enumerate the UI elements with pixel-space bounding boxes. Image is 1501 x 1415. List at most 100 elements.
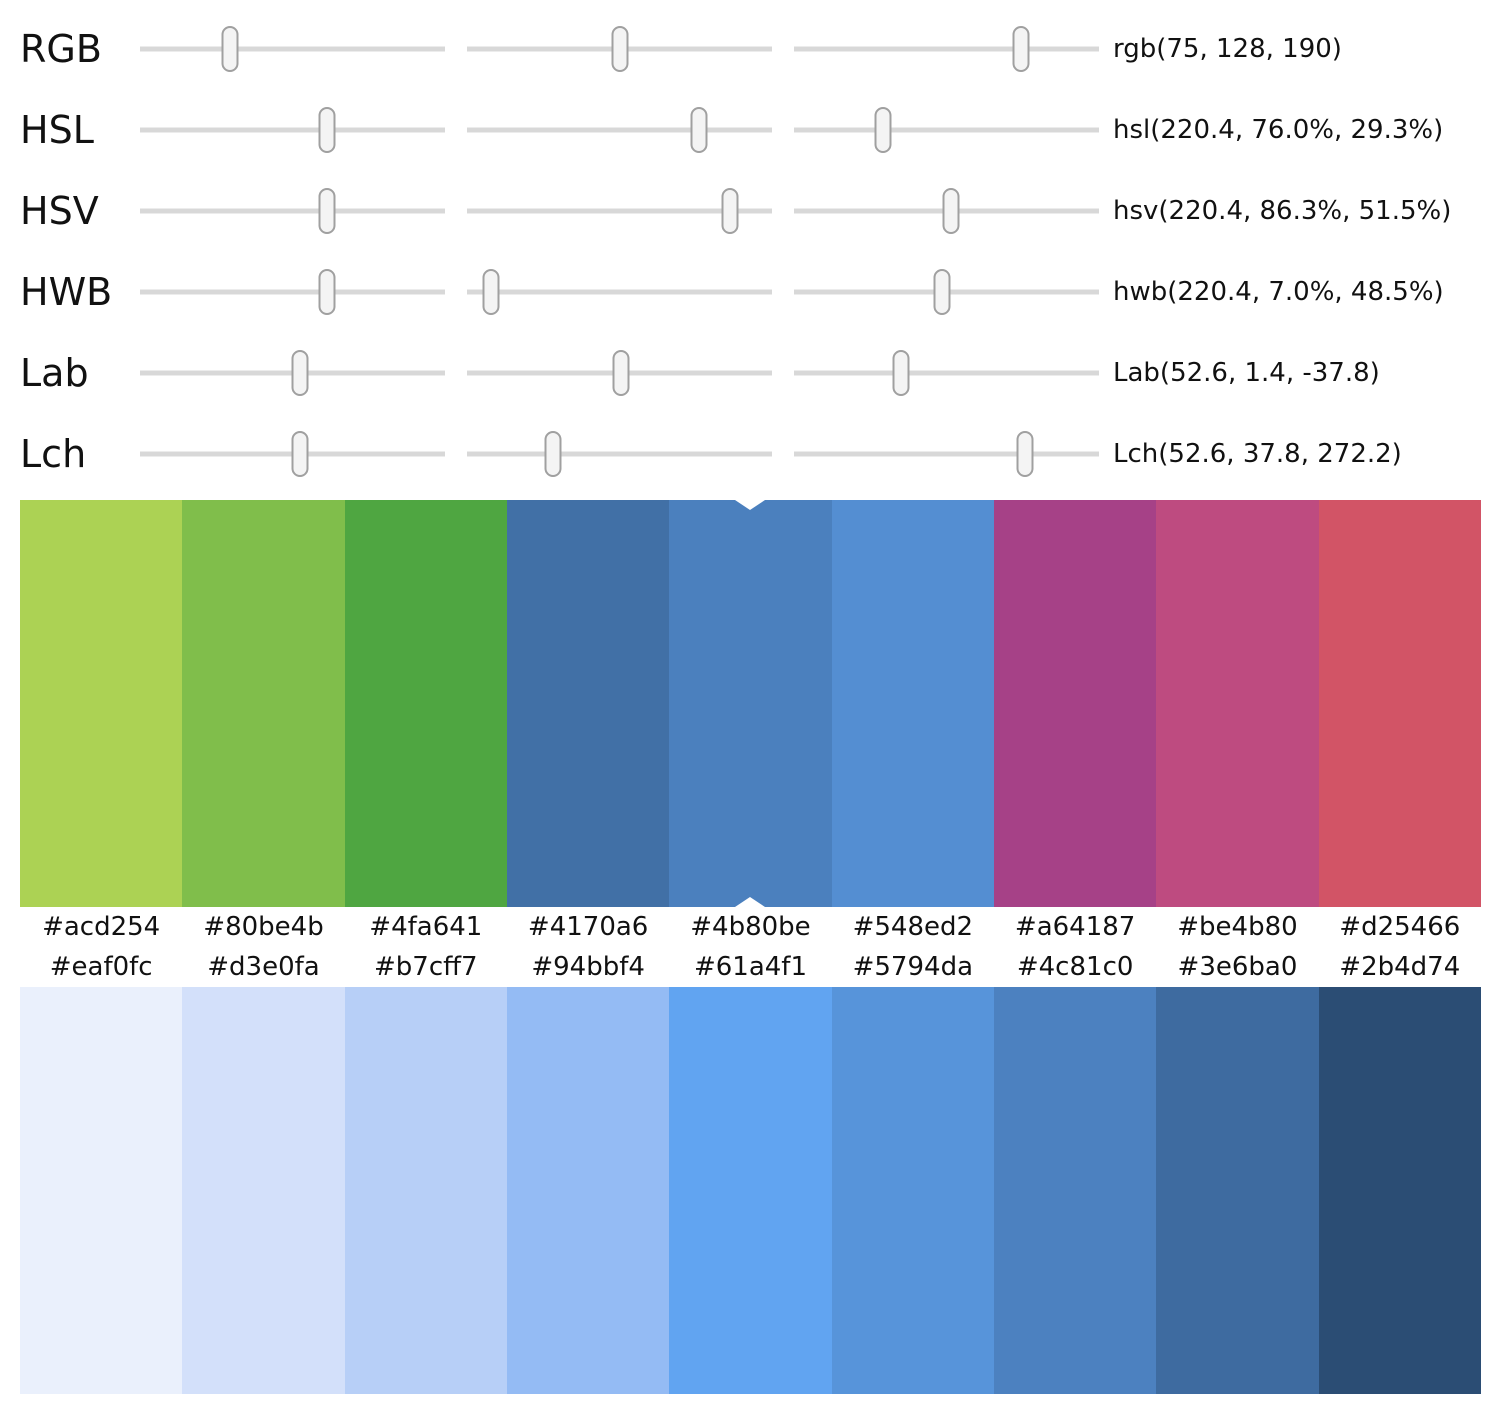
slider-track[interactable] (467, 208, 772, 213)
colorspace-label: Lch (20, 431, 87, 476)
slider-track[interactable] (794, 127, 1099, 132)
color-swatch[interactable] (1156, 987, 1319, 1394)
slider-thumb[interactable] (291, 349, 309, 396)
channel-slider[interactable] (794, 342, 1099, 404)
slider-thumb[interactable] (942, 187, 960, 234)
color-swatch[interactable] (20, 987, 183, 1394)
channel-slider[interactable] (140, 180, 445, 242)
color-swatch[interactable] (506, 500, 670, 907)
color-swatch[interactable] (831, 987, 994, 1394)
color-swatch[interactable] (506, 987, 670, 1394)
hex-labels-variants: #acd254 #80be4b #4fa641 #4170a6 #4b80be #548e… (20, 907, 1481, 947)
swatch-hex-label: #d25466 (1339, 912, 1461, 942)
color-swatch[interactable] (1318, 500, 1481, 907)
slider-thumb[interactable] (221, 25, 239, 72)
slider-thumb[interactable] (933, 268, 951, 315)
color-value-text: hwb(220.4, 7.0%, 48.5%) (1113, 276, 1444, 307)
swatch-hex-label: #b7cff7 (374, 952, 478, 982)
slider-track[interactable] (140, 46, 445, 51)
swatch-hex-label: #61a4f1 (693, 952, 807, 982)
color-swatch[interactable] (993, 500, 1157, 907)
slider-track[interactable] (794, 370, 1099, 375)
slider-track[interactable] (467, 451, 772, 456)
colorspace-label: HWB (20, 269, 113, 314)
colorspace-label: HSL (20, 107, 94, 152)
color-swatch[interactable] (1156, 500, 1319, 907)
slider-row: RGB rgb(75, 128, 190) (0, 8, 1501, 89)
channel-slider[interactable] (794, 180, 1099, 242)
color-value-text: hsv(220.4, 86.3%, 51.5%) (1113, 195, 1452, 226)
hex-labels-shades: #eaf0fc #d3e0fa #b7cff7 #94bbf4 #61a4f1 #5794… (20, 947, 1481, 987)
slider-row: Lch Lch(52.6, 37.8, 272.2) (0, 413, 1501, 494)
color-swatch[interactable] (20, 500, 183, 907)
color-swatch[interactable] (182, 987, 345, 1394)
colorspace-label: RGB (20, 26, 102, 71)
color-swatch[interactable] (182, 500, 345, 907)
slider-track[interactable] (140, 208, 445, 213)
channel-slider[interactable] (467, 18, 772, 80)
channel-slider[interactable] (467, 261, 772, 323)
channel-slider[interactable] (794, 261, 1099, 323)
channel-slider[interactable] (467, 180, 772, 242)
channel-slider[interactable] (140, 261, 445, 323)
channel-slider[interactable] (140, 423, 445, 485)
slider-group (140, 180, 1099, 242)
slider-thumb[interactable] (544, 430, 562, 477)
channel-slider[interactable] (794, 423, 1099, 485)
channel-slider[interactable] (140, 342, 445, 404)
color-swatch[interactable] (669, 987, 832, 1394)
slider-track[interactable] (794, 46, 1099, 51)
color-swatch[interactable] (831, 500, 994, 907)
slider-row: HSL hsl(220.4, 76.0%, 29.3%) (0, 89, 1501, 170)
slider-thumb[interactable] (690, 106, 708, 153)
slider-thumb[interactable] (892, 349, 910, 396)
slider-thumb[interactable] (318, 106, 336, 153)
slider-thumb[interactable] (482, 268, 500, 315)
slider-thumb[interactable] (318, 187, 336, 234)
channel-slider[interactable] (467, 342, 772, 404)
slider-track[interactable] (467, 127, 772, 132)
swatch-hex-label: #a64187 (1014, 912, 1136, 942)
slider-thumb[interactable] (874, 106, 892, 153)
slider-thumb[interactable] (612, 349, 630, 396)
swatch-hex-label: #4fa641 (369, 912, 483, 942)
color-swatch[interactable] (993, 987, 1157, 1394)
channel-slider[interactable] (794, 18, 1099, 80)
color-swatch[interactable] (1318, 987, 1481, 1394)
slider-track[interactable] (140, 289, 445, 294)
slider-thumb[interactable] (1016, 430, 1034, 477)
slider-row: HWB hwb(220.4, 7.0%, 48.5%) (0, 251, 1501, 332)
channel-slider[interactable] (467, 423, 772, 485)
swatch-hex-label: #4b80be (690, 912, 811, 942)
slider-panel: RGB rgb(75, 128, 190) HSL hsl(220.4, 76.0%,… (0, 0, 1501, 494)
swatch-hex-label: #2b4d74 (1339, 952, 1461, 982)
color-swatch[interactable] (344, 500, 507, 907)
slider-track[interactable] (140, 127, 445, 132)
slider-track[interactable] (467, 289, 772, 294)
channel-slider[interactable] (140, 18, 445, 80)
slider-row: HSV hsv(220.4, 86.3%, 51.5%) (0, 170, 1501, 251)
slider-thumb[interactable] (318, 268, 336, 315)
swatch-hex-label: #80be4b (203, 912, 324, 942)
slider-group (140, 261, 1099, 323)
selected-notch-bottom-icon (735, 897, 766, 907)
slider-thumb[interactable] (611, 25, 629, 72)
color-value-text: rgb(75, 128, 190) (1113, 33, 1342, 64)
slider-thumb[interactable] (1012, 25, 1030, 72)
selected-notch-top-icon (735, 500, 766, 510)
color-swatch[interactable] (344, 987, 507, 1394)
colorspace-label: Lab (20, 350, 89, 395)
swatch-hex-label: #4170a6 (527, 912, 649, 942)
slider-group (140, 18, 1099, 80)
slider-track[interactable] (794, 451, 1099, 456)
slider-thumb[interactable] (721, 187, 739, 234)
channel-slider[interactable] (794, 99, 1099, 161)
swatch-hex-label: #5794da (852, 952, 973, 982)
color-value-text: Lab(52.6, 1.4, -37.8) (1113, 357, 1380, 388)
swatch-hex-label: #d3e0fa (207, 952, 320, 982)
swatch-hex-label: #4c81c0 (1016, 952, 1134, 982)
channel-slider[interactable] (467, 99, 772, 161)
slider-thumb[interactable] (291, 430, 309, 477)
channel-slider[interactable] (140, 99, 445, 161)
color-swatch[interactable] (669, 500, 832, 907)
